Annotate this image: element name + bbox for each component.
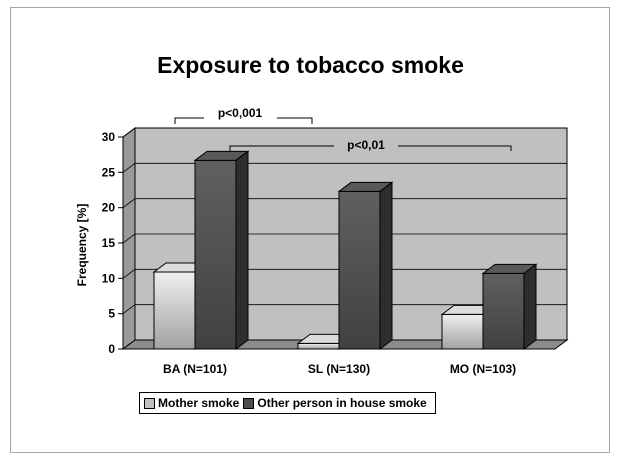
- bar-other-1: [337, 181, 394, 350]
- y-tick-label: 25: [102, 165, 116, 179]
- bar-other-0: [193, 150, 250, 350]
- annotation-p-0001: p<0,001: [174, 101, 313, 124]
- gridline: [122, 162, 567, 173]
- bar-front: [153, 271, 196, 350]
- legend-item-mother: Mother smoke: [144, 396, 239, 410]
- bar-side: [523, 263, 537, 350]
- x-tick-label: SL (N=130): [308, 362, 370, 376]
- gridlines: [122, 127, 567, 314]
- y-tick-label: 20: [102, 201, 116, 215]
- gridline: [122, 198, 567, 208]
- annotation-label-bg: [204, 101, 277, 123]
- y-tick-label: 0: [108, 342, 115, 356]
- x-tick-label: MO (N=103): [450, 362, 516, 376]
- gridline: [122, 268, 567, 279]
- y-tick-label: 10: [102, 271, 116, 285]
- legend-swatch-other: [243, 397, 255, 409]
- legend-label-mother: Mother smoke: [158, 396, 240, 410]
- y-tick-label: 30: [102, 130, 116, 144]
- bar-other-2: [481, 263, 538, 350]
- bars: [152, 150, 538, 350]
- legend-item-other: Other person in house smoke: [243, 396, 427, 410]
- bar-front: [441, 313, 484, 350]
- bar-front: [194, 159, 237, 350]
- annotation-label-bg: [334, 135, 398, 154]
- bar-front: [297, 342, 340, 350]
- bar-front: [482, 272, 525, 350]
- slide-frame: [10, 7, 610, 453]
- legend-swatch-mother: [144, 397, 155, 409]
- gridline: [122, 304, 567, 314]
- legend-label-other: Other person in house smoke: [257, 396, 427, 410]
- bar-side: [235, 150, 249, 350]
- annotations: p<0,001 p<0,01: [174, 101, 512, 154]
- x-tick-label: BA (N=101): [163, 362, 227, 376]
- y-tick-label: 15: [102, 236, 116, 250]
- annotation-p-001: p<0,01: [229, 135, 512, 154]
- bar-front: [338, 190, 381, 350]
- legend: Mother smoke Other person in house smoke: [139, 392, 436, 414]
- gridline: [122, 233, 567, 244]
- annotation-label: p<0,001: [218, 106, 263, 120]
- tick-labels: 0 5 10 15 20 25 30 BA (N=101) SL (N=130) MO (N=10…: [102, 130, 517, 376]
- gridline: [122, 127, 567, 138]
- annotation-label: p<0,01: [347, 138, 385, 152]
- y-tick-label: 5: [108, 307, 115, 321]
- y-axis-label: Frequency [%]: [75, 204, 89, 287]
- bar-side: [379, 181, 393, 350]
- chart-title: Exposure to tobacco smoke: [157, 52, 464, 78]
